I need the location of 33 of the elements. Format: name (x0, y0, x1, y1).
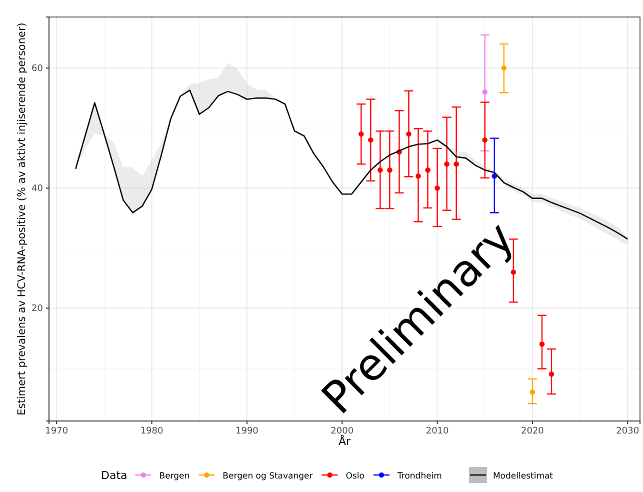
point (425, 167, 430, 173)
point (530, 390, 536, 395)
point (548, 372, 554, 377)
y-axis-title: Estimert prevalens av HCV-RNA-positive (% av aktivt injiserende personer) (16, 22, 28, 416)
x-tick-label: 1970 (45, 426, 68, 436)
x-tick-label: 1980 (140, 426, 164, 436)
legend-title: Data (100, 469, 128, 482)
point (387, 167, 392, 173)
x-tick-label: 2020 (521, 426, 544, 436)
x-tick-label: 2030 (616, 426, 640, 436)
point (501, 65, 507, 71)
legend-label: Oslo (346, 472, 364, 482)
legend-label: Trondheim (396, 472, 442, 482)
x-tick-label: 1990 (236, 426, 259, 436)
point (406, 131, 412, 137)
point (378, 167, 383, 173)
legend-label: Modellestimat (492, 472, 554, 482)
legend-label: Bergen og Stavanger (222, 472, 314, 482)
legend-label: Bergen (159, 472, 190, 482)
point (482, 89, 488, 95)
point (539, 342, 545, 347)
point (434, 185, 440, 191)
point (454, 161, 459, 167)
point (368, 137, 374, 143)
point (416, 173, 421, 179)
y-tick-label: 40 (32, 184, 44, 194)
x-tick-label: 2010 (426, 426, 450, 436)
point (358, 131, 364, 137)
x-axis-title: År (338, 434, 351, 448)
point (444, 161, 450, 167)
y-tick-label: 60 (32, 64, 44, 74)
point (482, 137, 488, 143)
y-tick-label: 20 (32, 304, 44, 314)
